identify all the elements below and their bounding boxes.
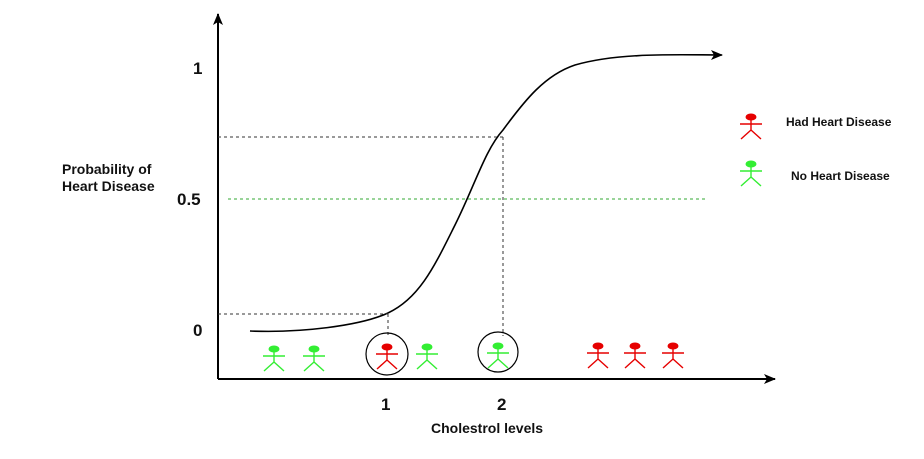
no-disease-point-4 (487, 342, 509, 369)
had-disease-point-1 (376, 343, 398, 370)
y-tick-0-5: 0.5 (177, 190, 201, 209)
no-disease-point-1 (263, 345, 285, 372)
legend-label-no: No Heart Disease (791, 169, 890, 183)
no-disease-point-2 (303, 345, 325, 372)
x-axis-label: Cholestrol levels (431, 420, 543, 436)
no-disease-point-3 (416, 343, 438, 370)
had-disease-point-3 (624, 342, 646, 369)
y-tick-0: 0 (193, 321, 202, 340)
y-tick-1: 1 (193, 59, 202, 78)
highlight-circle-had (365, 332, 409, 376)
legend-icon-had (740, 113, 762, 140)
had-disease-point-4 (662, 342, 684, 369)
y-axis-label-line1: Probability of (62, 161, 152, 177)
y-axis-label-line2: Heart Disease (62, 178, 155, 194)
legend-label-had: Had Heart Disease (786, 115, 892, 129)
had-disease-point-2 (587, 342, 609, 369)
sigmoid-curve (249, 49, 723, 333)
x-tick-2: 2 (497, 395, 506, 414)
legend-icon-no (740, 160, 762, 187)
x-tick-1: 1 (381, 395, 390, 414)
highlight-circle-no (477, 331, 519, 373)
